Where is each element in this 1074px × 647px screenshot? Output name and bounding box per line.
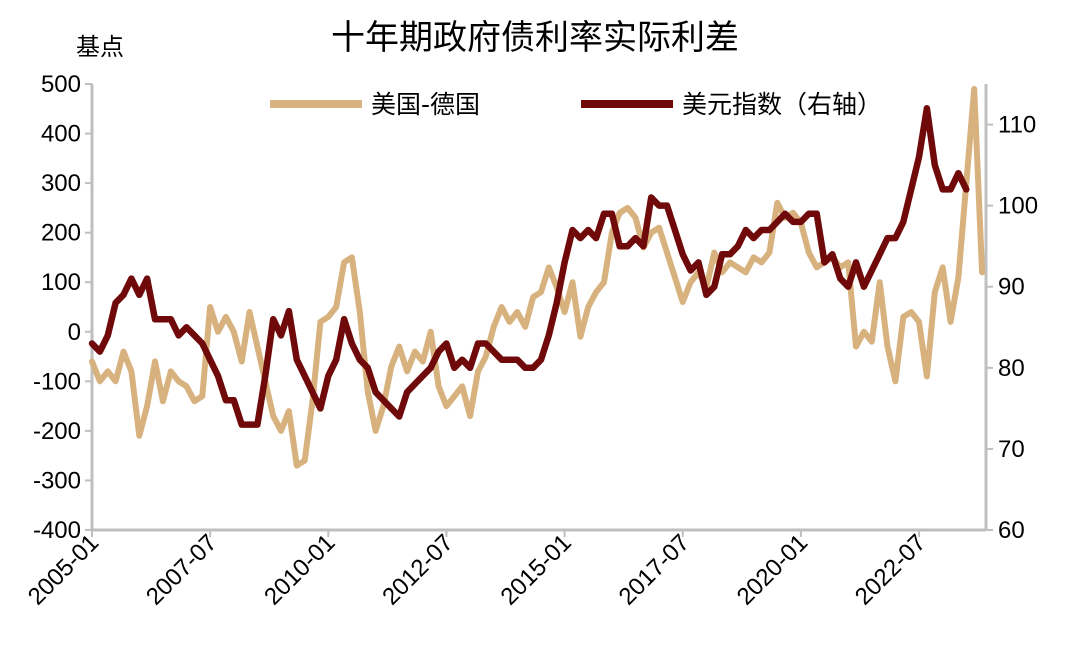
legend-label-dxy: 美元指数（右轴） bbox=[682, 90, 882, 119]
left-tick-label: 200 bbox=[41, 220, 81, 247]
right-axis-ticks: 110 100 90 80 70 60 bbox=[986, 112, 1038, 544]
x-tick-label: 2012-07 bbox=[377, 529, 458, 610]
right-tick-label: 90 bbox=[998, 274, 1025, 301]
legend-label-us-de: 美国-德国 bbox=[371, 90, 480, 119]
right-tick-label: 60 bbox=[998, 517, 1025, 544]
left-tick-label: 300 bbox=[41, 170, 81, 197]
left-axis-ticks: 500 400 300 200 100 0 -100 -200 -300 -400 bbox=[33, 71, 92, 544]
right-tick-label: 70 bbox=[998, 436, 1025, 463]
left-tick-label: -200 bbox=[33, 418, 81, 445]
right-tick-label: 100 bbox=[998, 193, 1038, 220]
left-tick-label: 400 bbox=[41, 121, 81, 148]
left-tick-label: 100 bbox=[41, 269, 81, 296]
right-tick-label: 80 bbox=[998, 355, 1025, 382]
series-group bbox=[88, 86, 986, 469]
left-tick-label: 500 bbox=[41, 71, 81, 98]
x-tick-label: 2007-07 bbox=[141, 529, 222, 610]
left-tick-label: -400 bbox=[33, 517, 81, 544]
series-line-dxy bbox=[88, 105, 970, 428]
x-axis-ticks: 2005-01 2007-07 2010-01 2012-07 2015-01 2017-… bbox=[23, 529, 931, 610]
left-axis-unit: 基点 bbox=[76, 33, 124, 61]
x-tick-label: 2020-01 bbox=[732, 529, 813, 610]
x-tick-label: 2022-07 bbox=[850, 529, 931, 610]
left-tick-label: -100 bbox=[33, 368, 81, 395]
right-tick-label: 110 bbox=[998, 112, 1036, 139]
legend: 美国-德国 美元指数（右轴） bbox=[270, 90, 882, 119]
x-tick-label: 2017-07 bbox=[614, 529, 695, 610]
x-tick-label: 2010-01 bbox=[259, 529, 340, 610]
left-tick-label: -300 bbox=[33, 467, 81, 494]
axes bbox=[90, 84, 988, 532]
x-tick-label: 2015-01 bbox=[495, 529, 576, 610]
chart-title: 十年期政府债利率实际利差 bbox=[331, 18, 739, 58]
left-tick-label: 0 bbox=[68, 319, 81, 346]
